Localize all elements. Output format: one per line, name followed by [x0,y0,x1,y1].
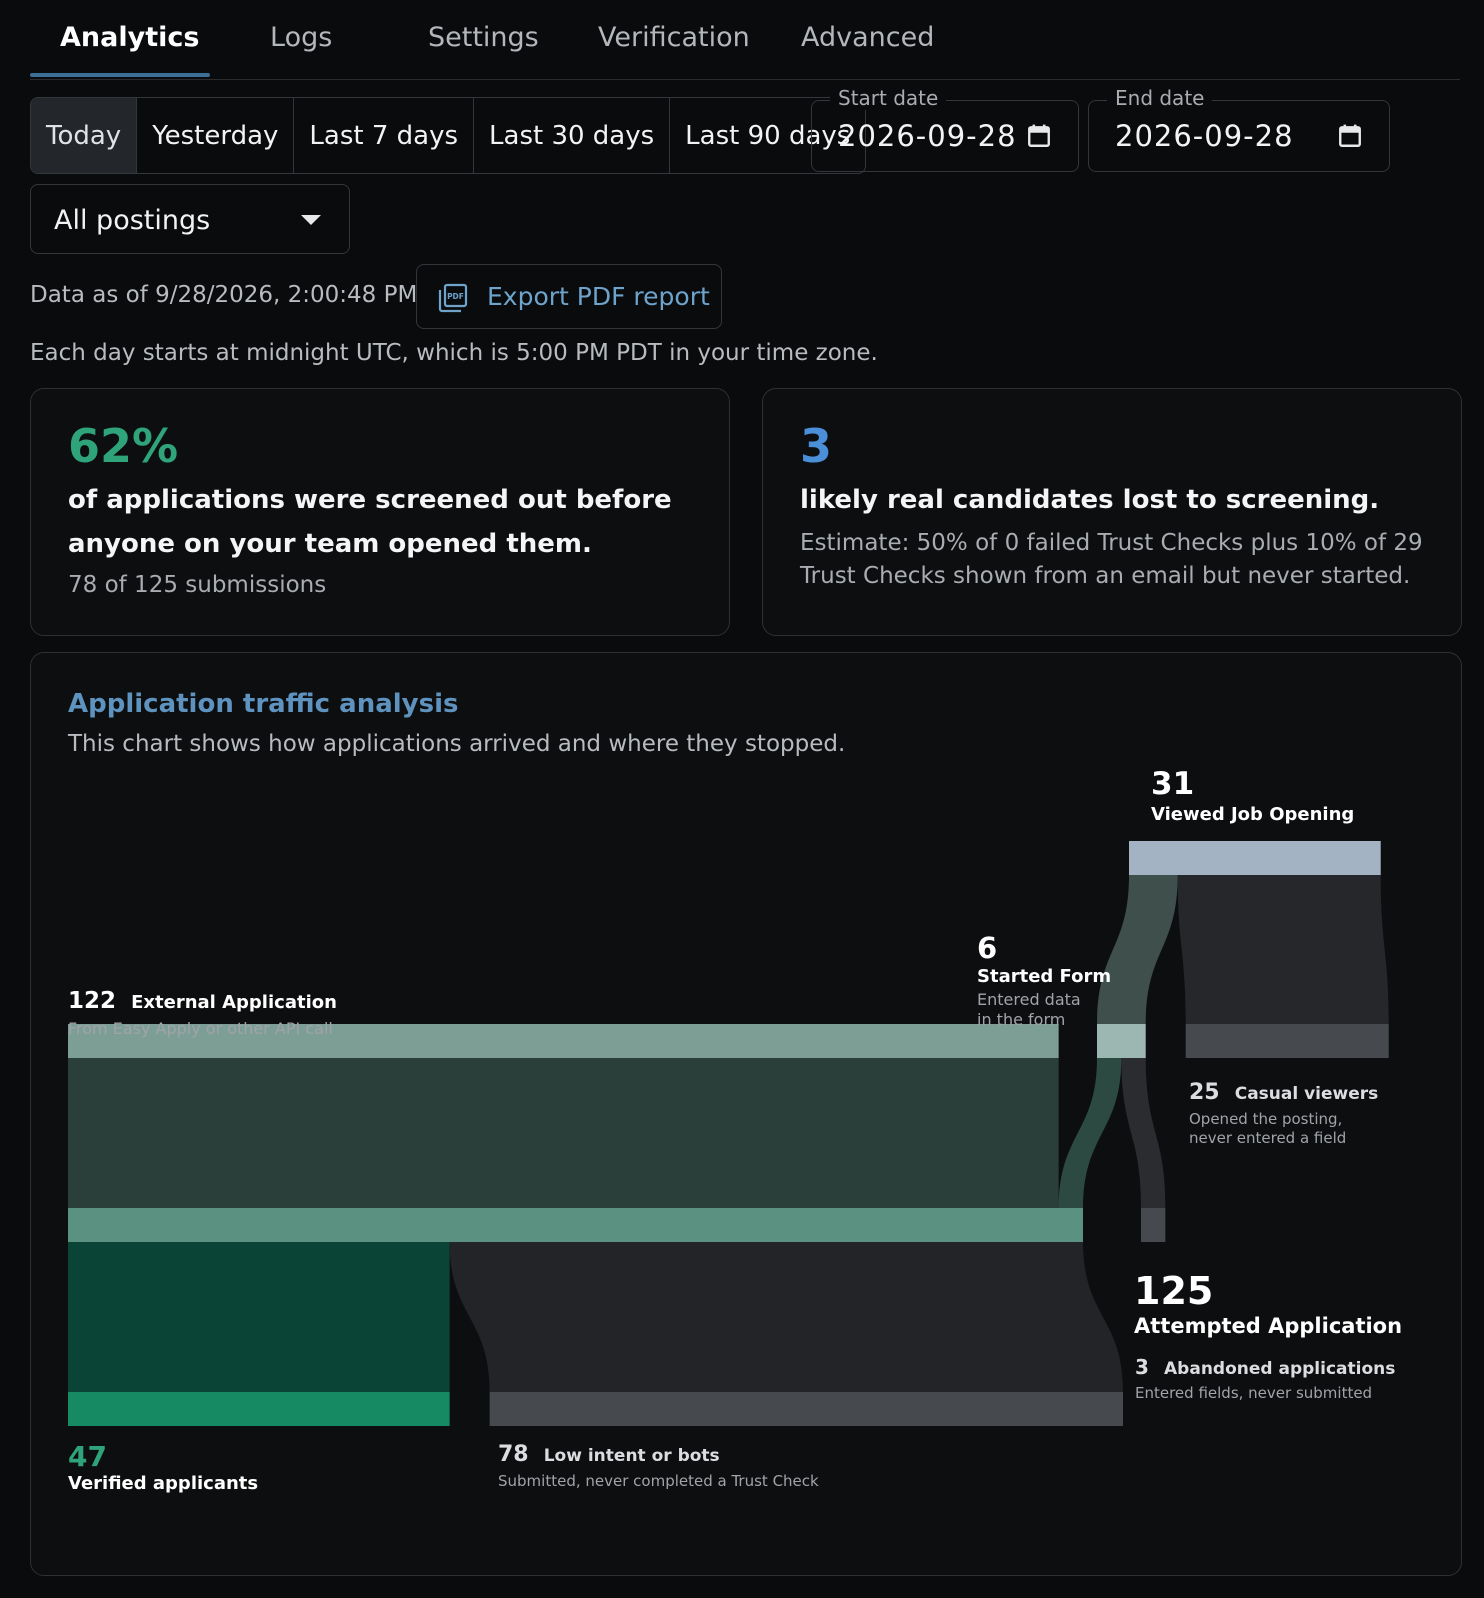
node-verified [68,1392,450,1426]
screened-out-text-2: anyone on your team opened them. [68,529,592,559]
tab-analytics[interactable]: Analytics [60,22,200,53]
pdf-file-icon: PDF [438,283,468,313]
start-date-label: Start date [830,86,947,110]
node-attempted [68,1208,1083,1242]
start-date-field[interactable]: Start date 2026-09-28 [811,86,1079,172]
range-yesterday-button[interactable]: Yesterday [137,98,295,173]
export-pdf-button[interactable]: PDF Export PDF report [416,264,722,329]
range-last-30-days-button[interactable]: Last 30 days [474,98,671,173]
external-label: 122 External Application From Easy Apply… [68,988,337,1038]
end-date-label: End date [1107,86,1213,110]
lost-candidates-card: 3 likely real candidates lost to screeni… [762,388,1462,636]
date-range-group: Today Yesterday Last 7 days Last 30 days… [30,97,867,174]
range-today-button[interactable]: Today [31,98,138,173]
attempted-label: 125 Attempted Application [1134,1269,1402,1338]
lost-candidates-text: likely real candidates lost to screening… [800,485,1380,515]
node-external [68,1024,1059,1058]
tab-advanced[interactable]: Advanced [801,22,935,53]
started-name: Started Form [977,966,1112,987]
viewed-name: Viewed Job Opening [1151,804,1355,825]
started-label: 6 Started Form Entered data in the form [977,931,1111,1029]
chart-title: Application traffic analysis [68,689,459,719]
casual-value: 25 [1189,1080,1220,1105]
lowintent-desc: Submitted, never completed a Trust Check [498,1472,819,1490]
abandoned-name: Abandoned applications [1164,1359,1396,1379]
casual-label: 25 Casual viewers Opened the posting, ne… [1189,1080,1378,1147]
started-desc-2: in the form [977,1010,1066,1029]
abandoned-label: 3 Abandoned applications Entered fields,… [1135,1355,1395,1402]
verified-label: 47 Verified applicants [68,1440,258,1494]
node-abandoned [1141,1208,1166,1242]
casual-desc-2: never entered a field [1189,1129,1347,1147]
abandoned-desc: Entered fields, never submitted [1135,1384,1373,1402]
pdf-icon-text: PDF [447,292,464,301]
main-tabs: Analytics Logs Settings Verification Adv… [30,0,1460,80]
node-lowintent [489,1392,1123,1426]
data-as-of: Data as of 9/28/2026, 2:00:48 PM [30,282,418,308]
posting-filter-value: All postings [54,205,211,236]
link-viewed-casual [1177,875,1389,1024]
attempted-value: 125 [1134,1269,1214,1313]
link-started-abandoned [1121,1058,1166,1208]
node-viewed [1129,841,1381,875]
chart-subtitle: This chart shows how applications arrive… [68,731,846,757]
calendar-icon[interactable] [1337,123,1363,149]
external-name: External Application [131,992,337,1013]
sankey-chart [68,841,1389,1426]
lost-candidates-detail-2: Trust Checks shown from an email but nev… [800,563,1411,589]
external-value: 122 [68,988,117,1014]
node-casual [1185,1024,1389,1058]
screened-out-percent: 62% [68,419,179,473]
verified-value: 47 [68,1440,107,1473]
external-desc: From Easy Apply or other API call [68,1019,333,1038]
link-attempted-verified [68,1242,450,1392]
timezone-note: Each day starts at midnight UTC, which i… [30,340,878,366]
abandoned-value: 3 [1135,1355,1149,1379]
active-tab-indicator [30,73,210,77]
posting-filter-select[interactable]: All postings [30,184,350,254]
lowintent-value: 78 [498,1442,529,1467]
viewed-value: 31 [1151,766,1195,802]
range-last-7-days-button[interactable]: Last 7 days [294,98,475,173]
lowintent-label: 78 Low intent or bots Submitted, never c… [498,1442,819,1490]
tab-logs[interactable]: Logs [270,22,333,53]
lost-candidates-detail-1: Estimate: 50% of 0 failed Trust Checks p… [800,530,1423,556]
casual-desc-1: Opened the posting, [1189,1110,1343,1128]
link-started-attempted [1058,1058,1122,1208]
lowintent-name: Low intent or bots [543,1446,720,1466]
attempted-name: Attempted Application [1134,1314,1403,1338]
range-last-90-days-button[interactable]: Last 90 days [685,120,851,151]
tab-settings[interactable]: Settings [428,22,539,53]
start-date-value[interactable]: 2026-09-28 [838,119,1017,153]
viewed-label: 31 Viewed Job Opening [1151,766,1354,825]
started-desc-1: Entered data [977,990,1081,1009]
verified-name: Verified applicants [68,1473,259,1494]
end-date-value[interactable]: 2026-09-28 [1115,119,1294,153]
started-value: 6 [977,931,998,965]
export-pdf-label: Export PDF report [487,282,710,311]
tab-verification[interactable]: Verification [598,22,750,53]
chevron-down-icon [301,215,321,225]
screened-out-detail: 78 of 125 submissions [68,572,327,598]
node-started [1097,1024,1146,1058]
traffic-analysis-card: Application traffic analysis This chart … [30,652,1462,1576]
screened-out-text-1: of applications were screened out before [68,485,672,515]
lost-candidates-count: 3 [800,419,833,473]
screened-out-card: 62% of applications were screened out be… [30,388,730,636]
link-external-attempted [68,1058,1059,1208]
link-viewed-started [1097,875,1178,1024]
link-attempted-lowintent [449,1242,1123,1392]
calendar-icon[interactable] [1026,123,1052,149]
casual-name: Casual viewers [1234,1084,1379,1104]
end-date-field[interactable]: End date 2026-09-28 [1088,86,1390,172]
